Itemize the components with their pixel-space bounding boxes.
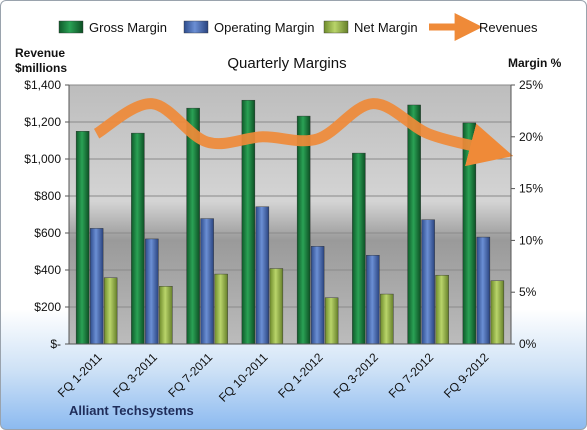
bar-net-margin bbox=[490, 280, 505, 345]
x-tick-label: FQ 3-2012 bbox=[331, 350, 382, 401]
x-tick-label: FQ 10-2011 bbox=[216, 350, 271, 405]
legend-label: Operating Margin bbox=[214, 20, 314, 35]
legend-label: Net Margin bbox=[354, 20, 418, 35]
legend-swatch-net-margin bbox=[323, 20, 349, 34]
bar-gross-margin bbox=[407, 104, 421, 345]
bar-gross-margin bbox=[75, 131, 90, 345]
left-tick-label: $800 bbox=[34, 189, 61, 203]
bar-gross-margin bbox=[296, 115, 311, 345]
right-tick-label: 15% bbox=[519, 182, 543, 196]
legend-label: Gross Margin bbox=[89, 20, 167, 35]
bars bbox=[75, 99, 505, 345]
bar-gross-margin bbox=[352, 152, 366, 345]
bar-operating-margin bbox=[476, 236, 491, 345]
bar-operating-margin bbox=[89, 228, 104, 345]
bar-gross-margin bbox=[131, 132, 145, 345]
left-tick-label: $1,000 bbox=[24, 152, 61, 166]
chart-title: Quarterly Margins bbox=[227, 55, 346, 72]
left-axis-title-line2: $millions bbox=[15, 61, 67, 75]
right-axis: 0% 5% 10% 15% 20% 25% bbox=[510, 78, 543, 351]
bar-operating-margin bbox=[200, 218, 214, 345]
left-tick-label: $400 bbox=[34, 263, 61, 277]
x-tick-label: FQ 3-2011 bbox=[110, 350, 160, 400]
bar-net-margin bbox=[380, 293, 394, 345]
bar-operating-margin bbox=[366, 254, 380, 345]
x-tick-label: FQ 7-2012 bbox=[386, 350, 437, 401]
legend-swatch-gross-margin bbox=[58, 20, 84, 34]
right-tick-label: 25% bbox=[519, 78, 543, 92]
x-tick-label: FQ 1-2012 bbox=[275, 350, 326, 401]
left-tick-label: $200 bbox=[34, 300, 61, 314]
revenue-line bbox=[93, 98, 514, 167]
left-tick-label: $1,200 bbox=[24, 115, 61, 129]
x-tick-label: FQ 7-2011 bbox=[165, 350, 215, 400]
left-axis: $- $200 $400 $600 $800 $1,000 $1,200 $1,400 bbox=[24, 78, 70, 351]
left-tick-label: $1,400 bbox=[24, 78, 61, 92]
right-tick-label: 5% bbox=[519, 285, 537, 299]
x-tick-label: FQ 1-2011 bbox=[55, 350, 105, 400]
bar-net-margin bbox=[269, 268, 284, 345]
revenue-line-path bbox=[93, 98, 514, 167]
left-tick-label: $600 bbox=[34, 226, 61, 240]
left-tick-label: $- bbox=[50, 337, 61, 351]
right-tick-label: 0% bbox=[519, 337, 537, 351]
right-tick-label: 10% bbox=[519, 233, 543, 247]
company-name: Alliant Techsystems bbox=[69, 403, 194, 418]
legend-swatch-operating-margin bbox=[183, 20, 209, 34]
right-axis-title: Margin % bbox=[508, 56, 562, 70]
bar-net-margin bbox=[103, 277, 118, 345]
bar-net-margin bbox=[435, 274, 449, 345]
x-tick-label: FQ 9-2012 bbox=[441, 350, 492, 401]
bar-operating-margin bbox=[145, 238, 159, 345]
left-axis-title-line1: Revenue bbox=[15, 46, 65, 60]
bar-net-margin bbox=[324, 297, 339, 345]
bar-net-margin bbox=[214, 273, 228, 345]
bar-operating-margin bbox=[421, 219, 435, 345]
bar-operating-margin bbox=[310, 246, 325, 345]
legend: Gross Margin Operating Margin Net Margin Re… bbox=[58, 13, 538, 41]
right-tick-label: 20% bbox=[519, 130, 543, 144]
bar-operating-margin bbox=[255, 206, 270, 345]
legend-label: Revenues bbox=[479, 20, 538, 35]
bar-gross-margin bbox=[462, 122, 477, 345]
bar-net-margin bbox=[159, 286, 173, 345]
x-axis: FQ 1-2011 FQ 3-2011 FQ 7-2011 FQ 10-2011 FQ … bbox=[55, 343, 511, 405]
